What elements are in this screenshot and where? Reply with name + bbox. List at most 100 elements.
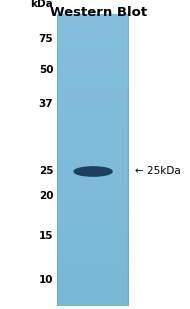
Bar	[57, 182, 129, 183]
Bar	[57, 64, 129, 66]
Bar	[57, 201, 129, 202]
Bar	[57, 302, 129, 303]
Bar	[57, 268, 129, 269]
Bar	[57, 292, 129, 293]
Bar	[57, 118, 129, 119]
Bar	[57, 22, 129, 24]
Bar	[57, 31, 129, 32]
Bar	[57, 219, 129, 220]
Bar	[57, 91, 129, 92]
Bar	[57, 266, 129, 267]
Bar	[57, 260, 129, 261]
Bar	[57, 131, 129, 133]
Bar	[57, 199, 129, 200]
Bar	[57, 36, 129, 37]
Bar	[57, 282, 129, 284]
Bar	[57, 236, 129, 238]
Bar	[57, 66, 129, 67]
Bar	[57, 65, 129, 66]
Bar	[57, 174, 129, 176]
Bar	[57, 231, 129, 232]
Bar	[57, 275, 129, 277]
Bar	[57, 304, 129, 305]
Bar	[57, 192, 129, 193]
Bar	[57, 209, 129, 210]
Bar	[57, 305, 129, 306]
Bar	[57, 37, 129, 38]
Bar	[57, 251, 129, 252]
Bar	[57, 216, 129, 217]
Bar	[57, 27, 129, 28]
Bar	[57, 241, 129, 243]
Text: Western Blot: Western Blot	[50, 6, 147, 19]
Ellipse shape	[74, 167, 112, 176]
Bar	[57, 233, 129, 234]
Bar	[57, 102, 129, 104]
Bar	[57, 191, 129, 192]
Bar	[57, 273, 129, 275]
Bar	[57, 130, 129, 132]
Bar	[57, 245, 129, 247]
Bar	[57, 210, 129, 211]
Bar	[57, 195, 129, 196]
Bar	[57, 81, 129, 82]
Bar	[57, 218, 129, 219]
Bar	[57, 256, 129, 257]
Bar	[57, 293, 129, 294]
Bar	[57, 277, 129, 278]
Bar	[57, 161, 129, 162]
Bar	[57, 163, 129, 165]
Bar	[57, 232, 129, 233]
Bar	[57, 290, 129, 291]
Bar	[57, 129, 129, 130]
Bar	[57, 104, 129, 105]
Bar	[57, 243, 129, 245]
Bar	[57, 84, 129, 85]
Bar	[57, 284, 129, 286]
Bar	[57, 271, 129, 272]
Bar	[57, 134, 129, 136]
Bar	[57, 208, 129, 210]
Bar	[57, 167, 129, 169]
Bar	[57, 278, 129, 280]
Bar	[57, 86, 129, 87]
Bar	[57, 18, 129, 19]
Bar	[57, 255, 129, 256]
Bar	[57, 269, 129, 270]
Bar	[57, 217, 129, 218]
Bar	[57, 185, 129, 186]
Bar	[57, 180, 129, 181]
Bar	[57, 197, 129, 199]
Bar	[57, 155, 129, 156]
Bar	[57, 49, 129, 50]
Bar	[57, 184, 129, 185]
Bar	[57, 92, 129, 94]
Bar	[57, 203, 129, 205]
Bar	[57, 60, 129, 61]
Bar	[57, 90, 129, 91]
Bar	[57, 206, 129, 208]
Bar	[57, 156, 129, 157]
Bar	[57, 150, 129, 151]
Bar	[57, 117, 129, 118]
Bar	[57, 294, 129, 295]
Bar	[57, 67, 129, 68]
Bar	[57, 168, 129, 170]
Bar	[57, 279, 129, 281]
Bar	[57, 87, 129, 88]
Bar	[57, 267, 129, 268]
Bar	[57, 47, 129, 48]
Bar	[57, 204, 129, 206]
Bar	[57, 61, 129, 62]
Bar	[57, 77, 129, 78]
Bar	[57, 196, 129, 197]
Text: 10: 10	[39, 275, 53, 285]
Bar	[57, 28, 129, 29]
Bar	[57, 223, 129, 224]
Text: 15: 15	[39, 231, 53, 241]
Bar	[57, 154, 129, 155]
Bar	[57, 201, 129, 203]
Bar	[57, 277, 129, 279]
Bar	[57, 69, 129, 70]
Bar	[57, 120, 129, 121]
